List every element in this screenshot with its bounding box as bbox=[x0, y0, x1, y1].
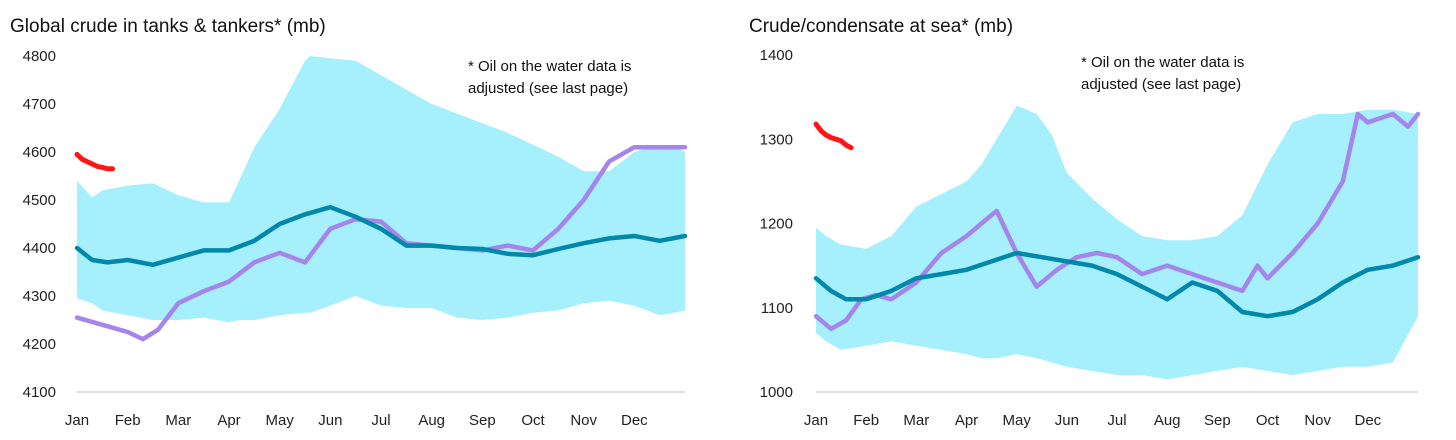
y-tick-label: 1400 bbox=[760, 47, 793, 64]
y-tick-label: 4200 bbox=[23, 336, 56, 353]
y-tick-label: 1100 bbox=[761, 300, 793, 317]
series-line-current bbox=[74, 151, 115, 172]
chart-panel-crude-at-sea: Crude/condensate at sea* (mb) * Oil on t… bbox=[740, 0, 1456, 440]
x-tick-label: Jul bbox=[371, 412, 390, 429]
y-tick-label: 4400 bbox=[23, 240, 56, 257]
y-tick-label: 1300 bbox=[760, 131, 793, 148]
x-tick-label: Nov bbox=[570, 412, 597, 429]
chart-note: * Oil on the water data is adjusted (see… bbox=[468, 56, 668, 100]
x-tick-label: Jan bbox=[804, 412, 828, 429]
x-tick-label: Mar bbox=[165, 412, 191, 429]
y-tick-label: 4600 bbox=[23, 144, 56, 161]
x-tick-label: Apr bbox=[955, 412, 978, 429]
x-tick-label: Dec bbox=[621, 412, 648, 429]
series-line-current bbox=[813, 121, 854, 151]
x-tick-label: Feb bbox=[853, 412, 879, 429]
x-tick-label: Jul bbox=[1107, 412, 1126, 429]
chart-note: * Oil on the water data is adjusted (see… bbox=[1081, 52, 1281, 96]
chart-plot-area: 1000 1100 1200 1300 1400 Jan Feb Mar Apr May Jun Ju… bbox=[760, 47, 1421, 429]
y-tick-label: 1200 bbox=[760, 216, 793, 233]
chart-title: Global crude in tanks & tankers* (mb) bbox=[10, 16, 326, 37]
x-tick-label: Nov bbox=[1304, 412, 1331, 429]
x-tick-label: Mar bbox=[903, 412, 929, 429]
series-line-avg bbox=[74, 204, 688, 268]
y-tick-label: 4500 bbox=[23, 192, 56, 209]
x-tick-label: Jun bbox=[318, 412, 342, 429]
x-tick-label: May bbox=[265, 412, 294, 429]
y-tick-label: 4300 bbox=[23, 288, 56, 305]
x-tick-label: Feb bbox=[115, 412, 141, 429]
y-tick-label: 4800 bbox=[23, 48, 56, 65]
y-tick-label: 4100 bbox=[23, 384, 56, 401]
x-tick-label: Sep bbox=[1204, 412, 1231, 429]
x-tick-label: Jun bbox=[1055, 412, 1079, 429]
x-tick-label: Apr bbox=[217, 412, 240, 429]
note-line-1: * Oil on the water data is bbox=[1081, 54, 1245, 71]
x-tick-label: Sep bbox=[469, 412, 496, 429]
chart-panel-tanks-tankers: Global crude in tanks & tankers* (mb) * … bbox=[0, 0, 720, 440]
x-tick-label: Aug bbox=[1154, 412, 1181, 429]
chart-plot-area: 4100 4200 4300 4400 4500 4600 4700 4800 Jan Feb Ma… bbox=[23, 48, 688, 429]
range-band bbox=[77, 56, 685, 323]
note-line-1: * Oil on the water data is bbox=[468, 58, 632, 75]
y-tick-label: 4700 bbox=[23, 96, 56, 113]
range-band bbox=[816, 105, 1418, 380]
series-line-avg bbox=[813, 250, 1421, 319]
x-tick-label: May bbox=[1002, 412, 1031, 429]
x-tick-label: Dec bbox=[1354, 412, 1381, 429]
x-tick-label: Aug bbox=[418, 412, 445, 429]
series-line-prev bbox=[813, 111, 1421, 332]
x-tick-label: Oct bbox=[521, 412, 545, 429]
note-line-2: adjusted (see last page) bbox=[468, 80, 629, 97]
x-tick-label: Oct bbox=[1256, 412, 1280, 429]
x-tick-label: Jan bbox=[65, 412, 89, 429]
y-tick-label: 1000 bbox=[760, 384, 793, 401]
chart-title: Crude/condensate at sea* (mb) bbox=[749, 16, 1014, 37]
note-line-2: adjusted (see last page) bbox=[1081, 76, 1242, 93]
